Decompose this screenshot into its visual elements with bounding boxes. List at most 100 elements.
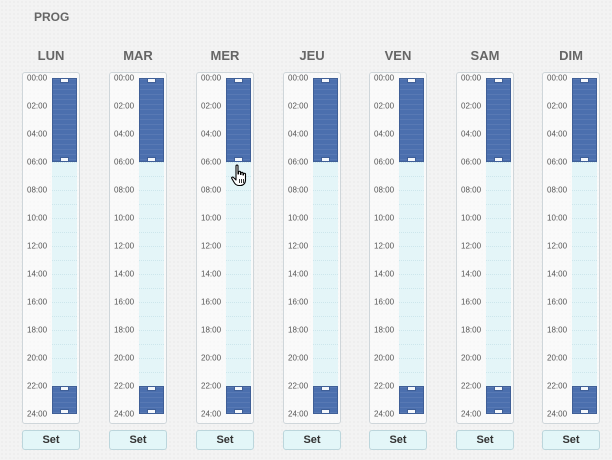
hour-label: 00:00	[114, 73, 135, 83]
schedule-track[interactable]	[486, 78, 511, 414]
grid-line	[139, 190, 164, 191]
hour-label: 14:00	[201, 269, 222, 279]
grid-line	[52, 190, 77, 191]
grid-line	[52, 260, 77, 261]
block-start-handle[interactable]	[407, 386, 416, 391]
grid-line	[486, 246, 511, 247]
grid-line	[226, 344, 251, 345]
block-end-handle[interactable]	[494, 409, 503, 414]
schedule-block[interactable]	[486, 386, 511, 414]
block-end-handle[interactable]	[234, 409, 243, 414]
grid-line	[572, 260, 597, 261]
hour-label: 24:00	[201, 409, 222, 419]
schedule-block[interactable]	[226, 78, 251, 162]
schedule-block[interactable]	[52, 386, 77, 414]
hour-label: 12:00	[288, 241, 309, 251]
hour-label: 10:00	[547, 213, 568, 223]
hour-label: 08:00	[201, 185, 222, 195]
grid-line	[486, 330, 511, 331]
day-column-jeu: JEU 00:00 02:00 04:00 06:00 08:00 10:00 12:00 14…	[281, 0, 343, 460]
schedule-block[interactable]	[399, 386, 424, 414]
grid-line	[313, 176, 338, 177]
block-end-handle[interactable]	[147, 157, 156, 162]
grid-line	[572, 190, 597, 191]
schedule-block[interactable]	[572, 386, 597, 414]
schedule-block[interactable]	[52, 78, 77, 162]
block-start-handle[interactable]	[147, 78, 156, 83]
block-end-handle[interactable]	[234, 157, 243, 162]
grid-line	[399, 316, 424, 317]
block-start-handle[interactable]	[234, 78, 243, 83]
block-end-handle[interactable]	[321, 157, 330, 162]
block-end-handle[interactable]	[60, 409, 69, 414]
block-start-handle[interactable]	[494, 386, 503, 391]
hour-label: 10:00	[27, 213, 48, 223]
block-start-handle[interactable]	[407, 78, 416, 83]
schedule-track[interactable]	[572, 78, 597, 414]
grid-line	[52, 288, 77, 289]
hour-label: 20:00	[27, 353, 48, 363]
block-end-handle[interactable]	[407, 409, 416, 414]
grid-line	[486, 218, 511, 219]
hour-label: 20:00	[547, 353, 568, 363]
grid-line	[52, 344, 77, 345]
block-start-handle[interactable]	[60, 386, 69, 391]
block-end-handle[interactable]	[494, 157, 503, 162]
block-start-handle[interactable]	[147, 386, 156, 391]
schedule-block[interactable]	[226, 386, 251, 414]
block-start-handle[interactable]	[580, 386, 589, 391]
set-button-lun[interactable]: Set	[22, 430, 80, 450]
block-end-handle[interactable]	[580, 409, 589, 414]
set-button-sam[interactable]: Set	[456, 430, 514, 450]
block-end-handle[interactable]	[580, 157, 589, 162]
set-button-jeu[interactable]: Set	[283, 430, 341, 450]
set-button-dim[interactable]: Set	[542, 430, 600, 450]
block-end-handle[interactable]	[321, 409, 330, 414]
hour-label: 04:00	[547, 129, 568, 139]
block-start-handle[interactable]	[60, 78, 69, 83]
schedule-track[interactable]	[399, 78, 424, 414]
grid-line	[52, 358, 77, 359]
block-end-handle[interactable]	[60, 157, 69, 162]
block-start-handle[interactable]	[580, 78, 589, 83]
grid-line	[139, 218, 164, 219]
schedule-panel: 00:00 02:00 04:00 06:00 08:00 10:00 12:00 14:00…	[283, 72, 341, 424]
hour-label: 10:00	[374, 213, 395, 223]
hour-label: 04:00	[114, 129, 135, 139]
grid-line	[572, 288, 597, 289]
schedule-block[interactable]	[139, 78, 164, 162]
grid-line	[572, 246, 597, 247]
block-start-handle[interactable]	[234, 386, 243, 391]
hour-label: 06:00	[547, 157, 568, 167]
day-column-mar: MAR 00:00 02:00 04:00 06:00 08:00 10:00 12:00 14…	[107, 0, 169, 460]
schedule-block[interactable]	[399, 78, 424, 162]
schedule-track[interactable]	[139, 78, 164, 414]
block-start-handle[interactable]	[494, 78, 503, 83]
hour-label: 20:00	[461, 353, 482, 363]
grid-line	[313, 344, 338, 345]
set-button-ven[interactable]: Set	[369, 430, 427, 450]
block-start-handle[interactable]	[321, 78, 330, 83]
block-end-handle[interactable]	[147, 409, 156, 414]
schedule-block[interactable]	[313, 78, 338, 162]
grid-line	[399, 246, 424, 247]
schedule-block[interactable]	[572, 78, 597, 162]
set-button-mer[interactable]: Set	[196, 430, 254, 450]
grid-line	[226, 302, 251, 303]
block-start-handle[interactable]	[321, 386, 330, 391]
grid-line	[52, 218, 77, 219]
schedule-track[interactable]	[52, 78, 77, 414]
hour-label: 24:00	[288, 409, 309, 419]
hour-label: 04:00	[374, 129, 395, 139]
grid-line	[52, 316, 77, 317]
block-end-handle[interactable]	[407, 157, 416, 162]
schedule-panel: 00:00 02:00 04:00 06:00 08:00 10:00 12:00 14:00…	[369, 72, 427, 424]
hour-label: 18:00	[114, 325, 135, 335]
schedule-block[interactable]	[486, 78, 511, 162]
schedule-block[interactable]	[139, 386, 164, 414]
set-button-mar[interactable]: Set	[109, 430, 167, 450]
hour-label: 20:00	[288, 353, 309, 363]
schedule-track[interactable]	[226, 78, 251, 414]
schedule-track[interactable]	[313, 78, 338, 414]
schedule-block[interactable]	[313, 386, 338, 414]
